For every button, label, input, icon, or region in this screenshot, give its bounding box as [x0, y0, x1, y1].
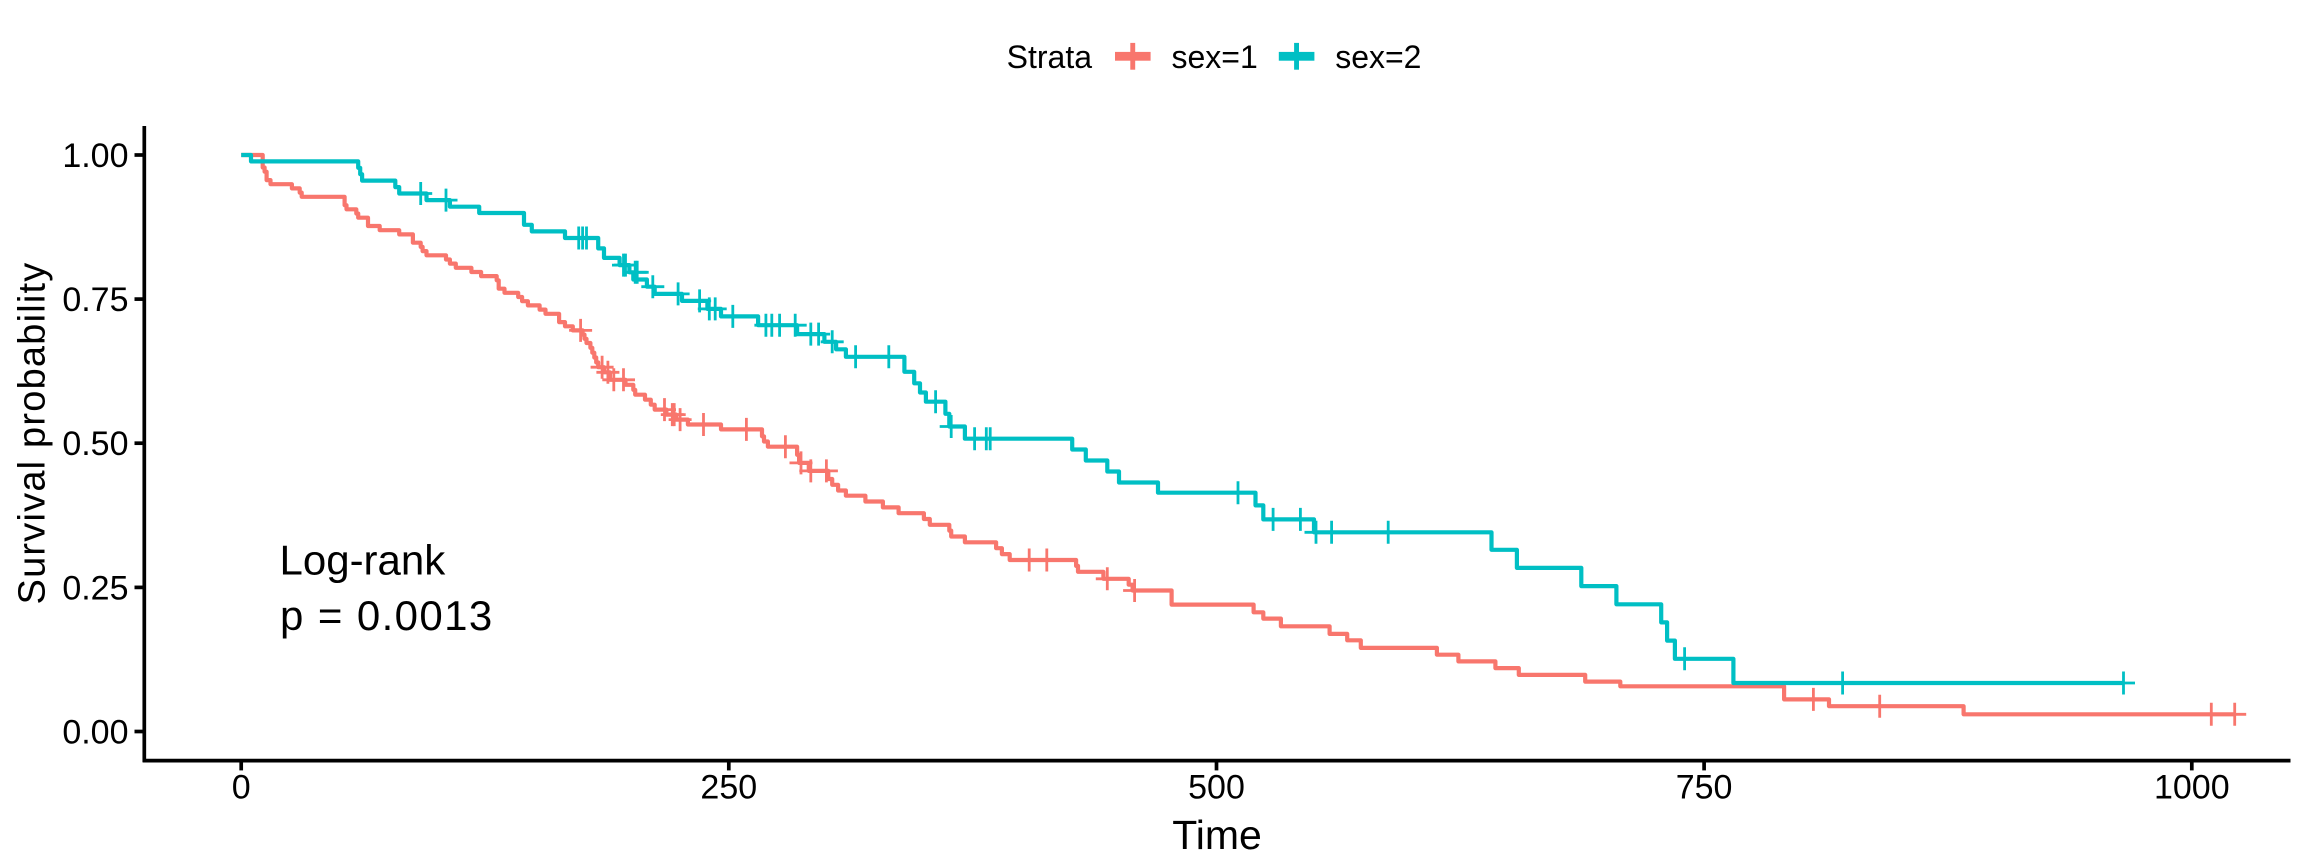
svg-text:p = 0.0013: p = 0.0013: [280, 592, 494, 639]
svg-text:0.00: 0.00: [62, 714, 128, 752]
svg-text:0.50: 0.50: [62, 425, 128, 463]
svg-text:1.00: 1.00: [62, 137, 128, 175]
svg-text:500: 500: [1188, 769, 1245, 807]
svg-text:Time: Time: [1172, 812, 1262, 858]
svg-text:Log-rank: Log-rank: [280, 537, 447, 584]
svg-text:sex=1: sex=1: [1172, 39, 1258, 75]
svg-text:1000: 1000: [2154, 769, 2230, 807]
svg-text:sex=2: sex=2: [1335, 39, 1421, 75]
svg-text:0.75: 0.75: [62, 281, 128, 319]
svg-text:750: 750: [1676, 769, 1733, 807]
svg-text:0: 0: [232, 769, 251, 807]
svg-text:250: 250: [700, 769, 757, 807]
svg-text:Survival probability: Survival probability: [12, 262, 54, 605]
svg-text:Strata: Strata: [1007, 39, 1093, 75]
svg-text:0.25: 0.25: [62, 569, 128, 607]
